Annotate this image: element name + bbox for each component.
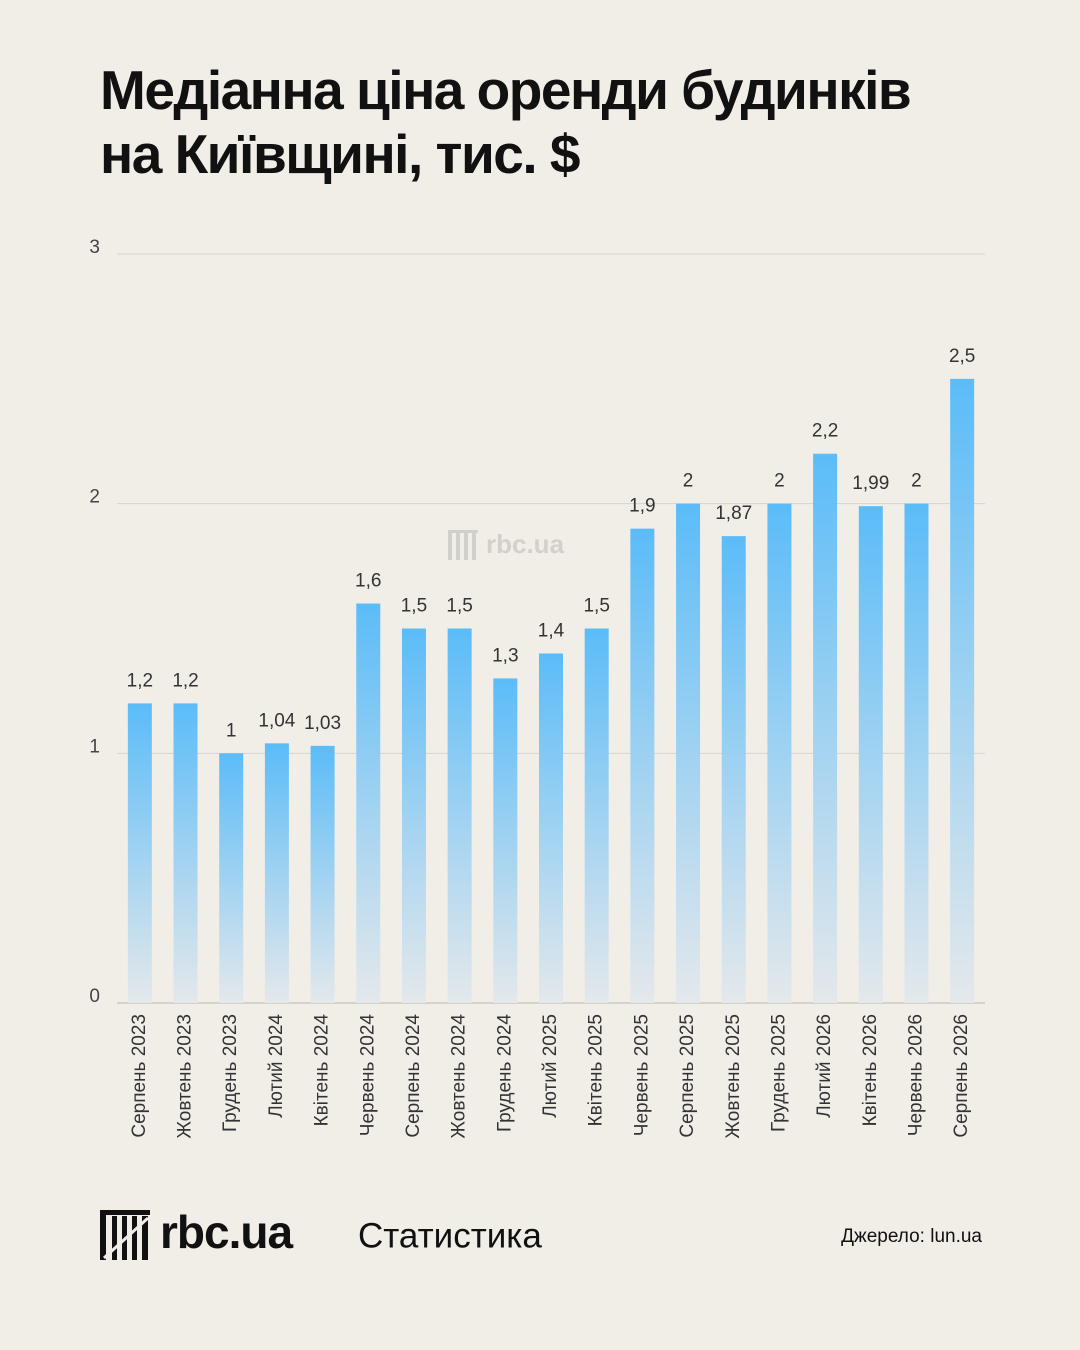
bar bbox=[401, 628, 426, 1003]
value-label: 1,5 bbox=[401, 596, 427, 617]
chart-title: Медіанна ціна оренди будинків на Київщин… bbox=[100, 59, 912, 185]
y-tick-label: 2 bbox=[89, 487, 100, 508]
x-tick-label: Червень 2026 bbox=[905, 1014, 926, 1136]
bar bbox=[127, 703, 152, 1003]
bar bbox=[676, 503, 701, 1003]
x-tick-label: Серпень 2024 bbox=[403, 1014, 424, 1138]
bar bbox=[721, 536, 746, 1003]
bar bbox=[630, 528, 655, 1003]
bar bbox=[264, 743, 289, 1003]
grid: 0 1 2 3 bbox=[89, 237, 985, 1007]
logo-icon bbox=[100, 1210, 150, 1260]
x-tick-label: Серпень 2025 bbox=[677, 1014, 698, 1138]
value-label: 1,4 bbox=[538, 620, 565, 641]
value-label: 1,6 bbox=[355, 571, 381, 592]
bar bbox=[447, 628, 472, 1003]
bar bbox=[904, 503, 929, 1003]
bar bbox=[173, 703, 198, 1003]
watermark-icon bbox=[448, 530, 478, 560]
x-tick-label: Грудень 2024 bbox=[494, 1014, 515, 1132]
section-name: Статистика bbox=[358, 1216, 542, 1255]
value-label: 1,87 bbox=[715, 503, 752, 524]
value-label: 1,9 bbox=[629, 496, 655, 517]
bar bbox=[219, 753, 244, 1003]
value-label: 2 bbox=[683, 471, 694, 492]
bar bbox=[950, 378, 975, 1003]
x-tick-label: Лютий 2024 bbox=[266, 1014, 287, 1118]
y-tick-label: 1 bbox=[89, 736, 100, 757]
y-tick-label: 0 bbox=[89, 986, 100, 1007]
bar bbox=[767, 503, 792, 1003]
value-label: 1,99 bbox=[852, 473, 889, 494]
value-label: 1,5 bbox=[583, 596, 609, 617]
source: Джерело: lun.ua bbox=[841, 1226, 982, 1247]
x-tick-label: Грудень 2023 bbox=[220, 1014, 241, 1132]
value-label: 1,04 bbox=[258, 710, 295, 731]
bar bbox=[310, 745, 335, 1003]
value-label: 1,2 bbox=[127, 670, 153, 691]
x-tick-label: Серпень 2026 bbox=[951, 1014, 972, 1138]
x-tick-label: Жовтень 2025 bbox=[723, 1014, 744, 1139]
bar bbox=[858, 506, 883, 1003]
x-tick-label: Червень 2025 bbox=[631, 1014, 652, 1136]
bar bbox=[584, 628, 609, 1003]
value-label: 1 bbox=[226, 720, 237, 741]
value-label: 1,3 bbox=[492, 645, 518, 666]
bars: 1,2 Серпень 2023 1,2 Жовтень 2023 1 Грудень 2… bbox=[127, 346, 976, 1139]
x-tick-label: Квітень 2025 bbox=[586, 1014, 607, 1126]
bar bbox=[813, 453, 838, 1003]
value-label: 2 bbox=[774, 471, 785, 492]
value-label: 1,03 bbox=[304, 713, 341, 734]
x-tick-label: Серпень 2023 bbox=[129, 1014, 150, 1138]
logo-text: rbc.ua bbox=[160, 1206, 293, 1258]
bar bbox=[493, 678, 518, 1003]
x-tick-label: Жовтень 2023 bbox=[175, 1014, 196, 1139]
bar bbox=[356, 603, 381, 1003]
x-tick-label: Грудень 2025 bbox=[768, 1014, 789, 1132]
watermark-text: rbc.ua bbox=[486, 529, 565, 559]
x-tick-label: Квітень 2026 bbox=[860, 1014, 881, 1126]
x-tick-label: Лютий 2026 bbox=[814, 1014, 835, 1118]
value-label: 2,2 bbox=[812, 421, 838, 442]
x-tick-label: Лютий 2025 bbox=[540, 1014, 561, 1118]
value-label: 1,5 bbox=[446, 596, 472, 617]
y-tick-label: 3 bbox=[89, 237, 100, 258]
x-tick-label: Квітень 2024 bbox=[312, 1014, 333, 1127]
value-label: 2 bbox=[911, 471, 922, 492]
watermark: rbc.ua bbox=[448, 529, 565, 560]
value-label: 2,5 bbox=[949, 346, 975, 367]
x-tick-label: Жовтень 2024 bbox=[449, 1014, 470, 1139]
x-tick-label: Червень 2024 bbox=[357, 1014, 378, 1137]
bar bbox=[539, 653, 563, 1003]
value-label: 1,2 bbox=[172, 670, 198, 691]
